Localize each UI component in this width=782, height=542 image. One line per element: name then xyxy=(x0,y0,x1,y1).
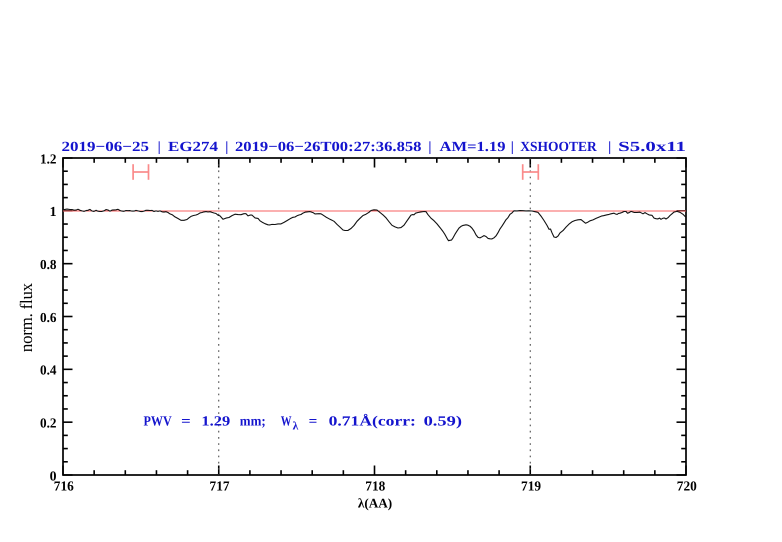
svg-text:0.4: 0.4 xyxy=(40,363,57,378)
svg-text:2019−06−26T00:27:36.858: 2019−06−26T00:27:36.858 xyxy=(235,140,422,155)
svg-text:717: 717 xyxy=(210,479,230,494)
svg-text:0.8: 0.8 xyxy=(40,257,57,272)
svg-text:mm;: mm; xyxy=(240,415,266,430)
svg-text:0.71Å(corr:: 0.71Å(corr: xyxy=(329,414,416,430)
svg-text:=: = xyxy=(309,415,318,430)
svg-text:1.29: 1.29 xyxy=(201,415,230,430)
svg-text:|: | xyxy=(608,140,611,155)
svg-text:AM=1.19: AM=1.19 xyxy=(440,140,506,155)
svg-text:W: W xyxy=(281,415,292,430)
svg-text:|: | xyxy=(511,140,514,155)
svg-text:720: 720 xyxy=(677,479,697,494)
svg-text:0.6: 0.6 xyxy=(40,310,57,325)
svg-text:λ: λ xyxy=(293,421,299,433)
svg-text:|: | xyxy=(158,140,161,155)
svg-text:=: = xyxy=(181,415,191,430)
svg-text:2019−06−25: 2019−06−25 xyxy=(62,140,150,155)
svg-text:|: | xyxy=(428,140,431,155)
svg-text:λ(AA): λ(AA) xyxy=(358,495,392,510)
svg-text:norm. flux: norm. flux xyxy=(16,283,36,352)
svg-text:716: 716 xyxy=(54,479,74,494)
svg-text:XSHOOTER: XSHOOTER xyxy=(520,140,597,155)
svg-text:0.2: 0.2 xyxy=(40,416,57,431)
svg-text:1.2: 1.2 xyxy=(40,151,57,166)
svg-text:718: 718 xyxy=(365,479,385,494)
svg-text:719: 719 xyxy=(521,479,541,494)
svg-text:|: | xyxy=(225,140,228,155)
svg-text:1: 1 xyxy=(50,204,57,219)
svg-text:S5.0x11: S5.0x11 xyxy=(618,140,686,155)
svg-text:0: 0 xyxy=(50,468,57,483)
svg-text:EG274: EG274 xyxy=(168,140,218,155)
svg-text:0.59): 0.59) xyxy=(424,415,463,430)
svg-text:PWV: PWV xyxy=(144,415,172,430)
